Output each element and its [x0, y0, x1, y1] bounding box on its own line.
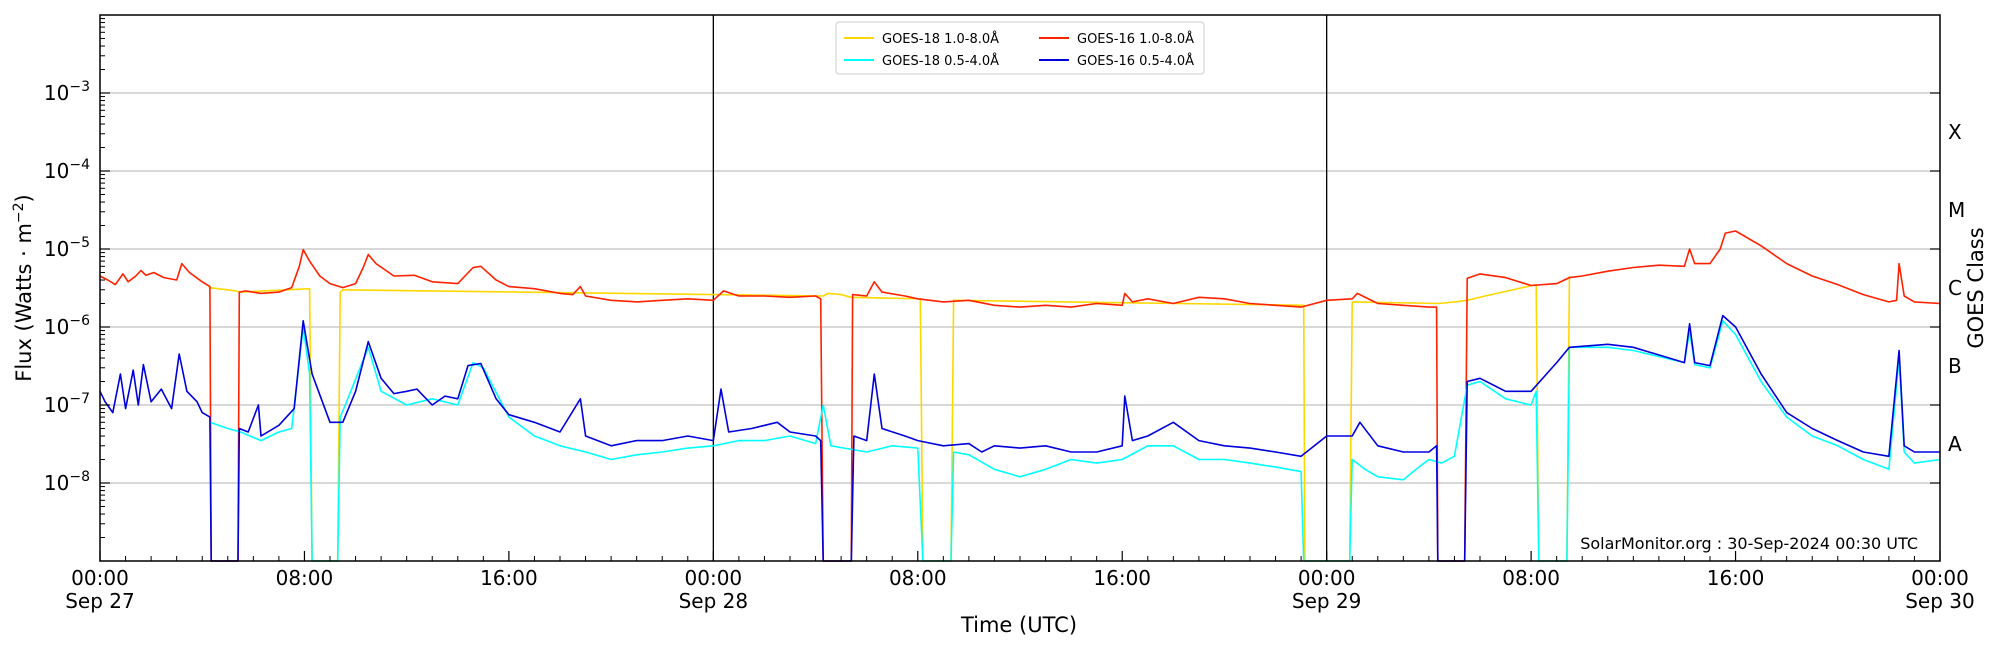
y-axis-title: Flux (Watts · m−2)	[11, 194, 36, 382]
x-axis-title: Time (UTC)	[960, 613, 1077, 637]
x-tick-date-label: Sep 28	[679, 589, 749, 613]
y-tick-label: 10−6	[44, 313, 90, 339]
x-tick-time-label: 00:00	[685, 566, 743, 590]
x-tick-time-label: 16:00	[1707, 566, 1765, 590]
series-line-4	[99, 314, 1940, 562]
x-tick-time-label: 08:00	[889, 566, 947, 590]
goes-class-label: A	[1948, 432, 1962, 456]
x-tick-time-label: 00:00	[71, 566, 129, 590]
goes-class-label: C	[1948, 276, 1962, 300]
x-tick-time-label: 16:00	[1093, 566, 1151, 590]
x-tick-time-label: 08:00	[1502, 566, 1560, 590]
watermark: SolarMonitor.org : 30-Sep-2024 00:30 UTC	[1580, 534, 1918, 553]
x-tick-time-label: 08:00	[276, 566, 334, 590]
series-line-2	[99, 230, 1941, 562]
x-tick-date-label: Sep 27	[65, 589, 135, 613]
legend-entry-label: GOES-18 0.5-4.0Å	[882, 53, 999, 69]
x-tick-time-label: 00:00	[1298, 566, 1356, 590]
goes-class-label: X	[1948, 120, 1962, 144]
series-line-1	[208, 275, 1571, 562]
goes-class-label: M	[1948, 198, 1965, 222]
x-tick-time-label: 16:00	[480, 566, 538, 590]
goes-class-label: B	[1948, 354, 1962, 378]
legend-entry-label: GOES-16 1.0-8.0Å	[1077, 31, 1194, 47]
grid-layer	[100, 15, 1940, 561]
legend-box	[835, 21, 1205, 75]
legend-entry-label: GOES-18 1.0-8.0Å	[882, 31, 999, 47]
y-tick-label: 10−5	[44, 235, 90, 261]
x-tick-time-label: 00:00	[1911, 566, 1969, 590]
y-tick-label: 10−7	[44, 391, 90, 417]
y-tick-label: 10−4	[44, 157, 90, 183]
y-tick-label: 10−8	[44, 469, 90, 495]
series-line-3	[209, 320, 1941, 562]
legend: GOES-18 1.0-8.0Å GOES-18 0.5-4.0Å GOES-16 …	[835, 21, 1205, 75]
x-tick-date-label: Sep 29	[1292, 589, 1362, 613]
x-tick-date-label: Sep 30	[1905, 589, 1975, 613]
y-tick-label: 10−3	[44, 79, 90, 105]
legend-entry-label: GOES-16 0.5-4.0Å	[1077, 53, 1194, 69]
plot-frame	[99, 14, 1941, 562]
series-layer	[99, 230, 1941, 562]
right-axis-title: GOES Class	[1964, 227, 1988, 348]
